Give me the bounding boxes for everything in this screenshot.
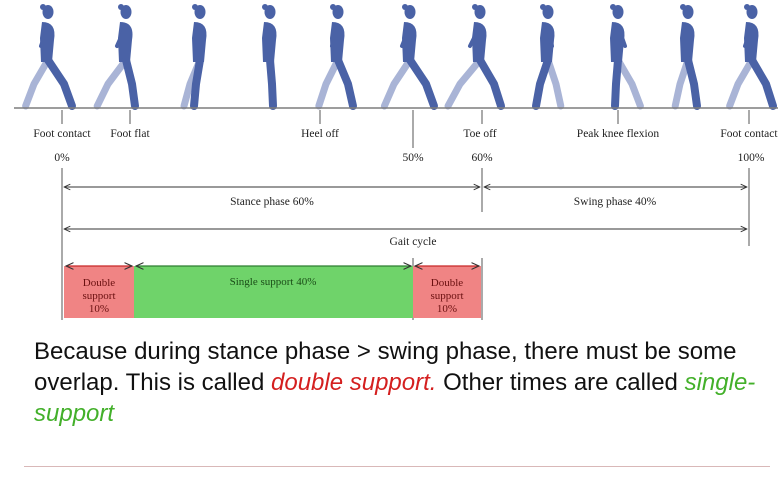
double-support-bar-start xyxy=(64,266,134,318)
percent-100: 100% xyxy=(738,152,765,164)
caption-single-support: single-support xyxy=(34,369,756,427)
double-support-end-line3: 10% xyxy=(437,303,457,315)
event-label-foot-contact-end: Foot contact xyxy=(720,128,778,140)
double-support-bar-end xyxy=(413,266,481,318)
single-support-label: Single support 40% xyxy=(230,276,317,288)
walking-figure xyxy=(726,4,777,110)
percent-0: 0% xyxy=(54,152,70,164)
caption-text-1: Because during stance phase > swing phas… xyxy=(34,338,737,396)
percent-60: 60% xyxy=(471,152,493,164)
caption-double-support: double support. xyxy=(271,369,437,396)
caption-text-2: Other times are called xyxy=(436,369,685,396)
event-label-foot-contact-start: Foot contact xyxy=(33,128,91,140)
walking-figure xyxy=(444,4,505,110)
percent-50: 50% xyxy=(402,152,424,164)
double-support-end-line1: Double xyxy=(431,277,464,289)
walking-figures xyxy=(22,4,777,110)
event-label-heel-off: Heel off xyxy=(301,128,339,140)
event-label-toe-off: Toe off xyxy=(463,128,496,140)
walking-figure xyxy=(671,4,701,110)
walking-figure xyxy=(610,4,644,110)
walking-figure xyxy=(315,4,357,110)
walking-figure xyxy=(532,4,565,110)
walking-figure xyxy=(22,4,76,110)
double-support-end-line2: support xyxy=(431,290,464,302)
double-support-start-line3: 10% xyxy=(89,303,109,315)
double-support-start-line2: support xyxy=(83,290,116,302)
single-support-bar xyxy=(134,266,413,318)
swing-phase-label: Swing phase 40% xyxy=(574,196,657,208)
event-label-peak-knee-flexion: Peak knee flexion xyxy=(577,128,660,140)
walking-figure xyxy=(180,4,207,110)
walking-figure xyxy=(262,4,277,110)
event-label-foot-flat: Foot flat xyxy=(110,128,150,140)
stance-phase-label: Stance phase 60% xyxy=(230,196,314,208)
gait-cycle-label: Gait cycle xyxy=(390,236,437,248)
double-support-start-line1: Double xyxy=(83,277,116,289)
explanation-caption: Because during stance phase > swing phas… xyxy=(34,336,774,429)
walking-figure xyxy=(93,4,139,110)
bottom-divider xyxy=(24,466,770,467)
walking-figure xyxy=(380,4,438,110)
